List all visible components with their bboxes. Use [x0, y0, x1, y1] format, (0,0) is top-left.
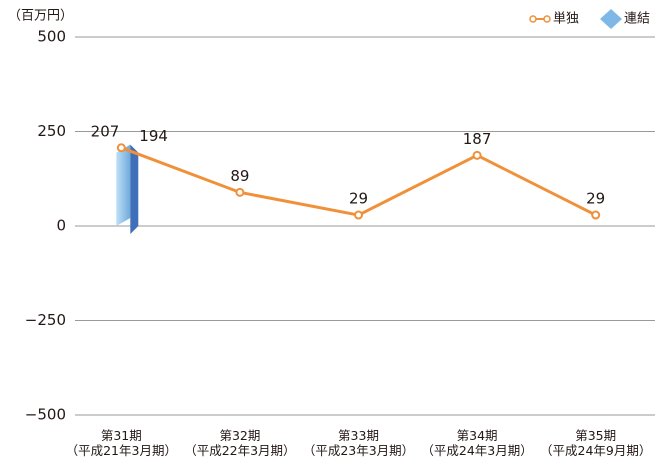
legend-label: 連結: [624, 12, 650, 27]
y-tick-label: −500: [25, 406, 66, 424]
x-tick-label: 第31期 （平成21年3月期）: [65, 428, 177, 458]
x-tick-label: 第34期 （平成24年3月期）: [421, 428, 533, 458]
point: [591, 210, 601, 220]
legend-point: [529, 15, 537, 23]
data-label: 29: [349, 190, 368, 208]
data-label: 194: [139, 127, 168, 145]
y-tick-label: 0: [56, 217, 66, 235]
y-tick-label: −250: [25, 311, 66, 329]
data-label: 29: [586, 190, 605, 208]
point: [472, 150, 482, 160]
y-tick-label: 250: [37, 122, 66, 140]
bar: [116, 144, 139, 234]
legend-point: [543, 15, 551, 23]
x-tick-label: 第35期 （平成24年9月期）: [540, 428, 652, 458]
data-label: 207: [91, 122, 120, 140]
x-tick-label: 第33期 （平成23年3月期）: [302, 428, 415, 458]
y-unit-label: （百万円）: [8, 9, 73, 24]
data-label: 89: [230, 167, 249, 185]
point: [116, 143, 126, 153]
point: [235, 187, 245, 197]
bar-side: [130, 144, 139, 234]
point: [354, 210, 363, 220]
data-label: 187: [463, 130, 492, 148]
legend-label: 単独: [553, 11, 579, 27]
legend-swatch: [600, 9, 622, 29]
x-tick-label: 第32期 （平成22年3月期）: [184, 428, 296, 458]
bar-face: [116, 144, 131, 226]
y-tick-label: 500: [37, 28, 66, 46]
